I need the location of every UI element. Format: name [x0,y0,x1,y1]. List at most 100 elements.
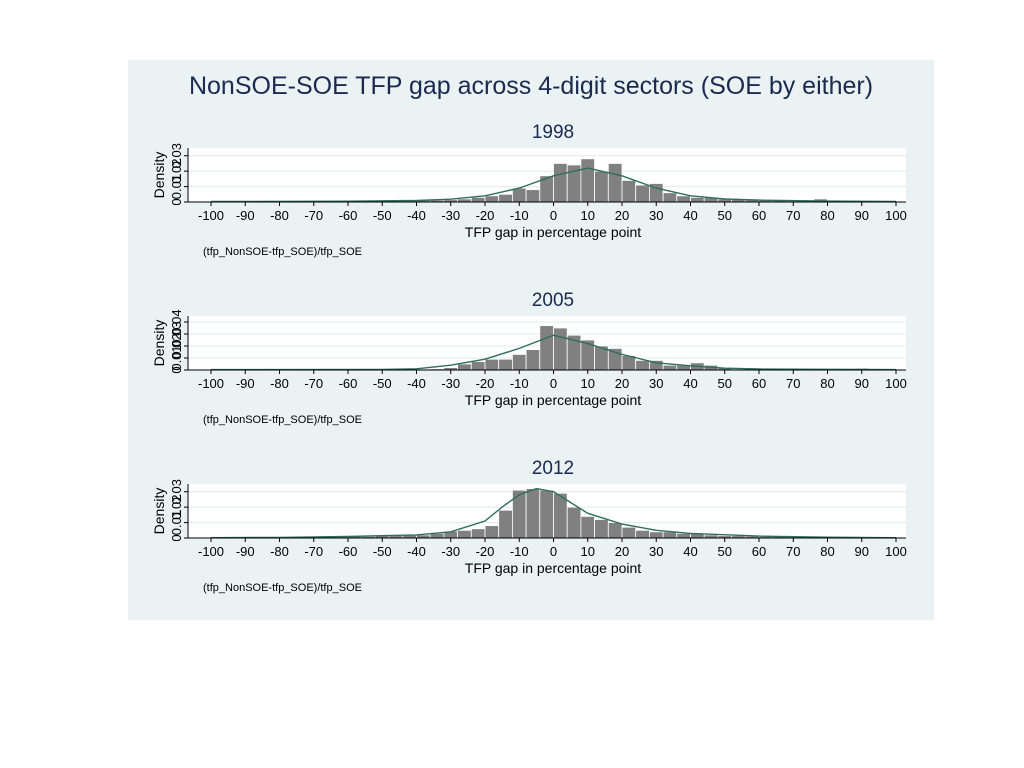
x-tick-label: 60 [752,208,766,223]
histogram-bar [470,528,486,539]
histogram-bar [594,170,609,203]
histogram-bar [607,163,623,203]
histogram-bar [580,158,595,203]
x-tick-label: -90 [236,544,255,559]
figure-title: NonSOE-SOE TFP gap across 4-digit sector… [188,72,874,100]
x-tick-label: -10 [510,544,529,559]
x-tick-label: 80 [820,208,834,223]
histogram-bar [511,489,527,539]
density-curve [210,334,897,371]
y-tick-label: 0.03 [169,321,184,346]
x-tick-label: 0 [550,544,557,559]
variable-note: (tfp_NonSOE-tfp_SOE)/tfp_SOE [203,246,362,258]
chart-figure: NonSOE-SOE TFP gap across 4-digit sector… [128,60,934,620]
x-tick-label: -100 [198,544,224,559]
histogram-bar [525,488,541,539]
histogram-bar [676,195,691,203]
histogram-bar [635,360,650,371]
histogram-bar [470,361,486,371]
x-tick-label: -80 [270,544,289,559]
x-tick-label: 100 [885,376,907,391]
x-tick-label: 70 [786,208,800,223]
x-tick-label: -80 [270,208,289,223]
y-tick-label: 0 [169,366,184,373]
x-tick-label: -20 [476,544,495,559]
x-tick-label: -30 [441,376,460,391]
panel-title: 2012 [532,458,574,479]
histogram-bar [594,519,609,539]
y-tick-label: 0.03 [169,143,184,168]
histogram-bar [580,516,595,539]
x-axis-label: TFP gap in percentage point [465,224,642,240]
density-curve [210,487,897,539]
x-tick-label: 100 [885,208,907,223]
histogram-bar [539,489,554,539]
panel-title: 2005 [532,290,574,311]
variable-note: (tfp_NonSOE-tfp_SOE)/tfp_SOE [203,582,362,594]
x-tick-label: 40 [683,208,697,223]
histogram-bar [484,525,500,539]
x-axis-label: TFP gap in percentage point [465,560,642,576]
x-tick-label: -10 [510,208,529,223]
x-tick-label: 10 [581,376,595,391]
x-tick-label: 0 [550,208,557,223]
x-tick-label: -50 [373,208,392,223]
x-tick-label: 50 [718,208,732,223]
histogram-bar [553,327,568,371]
y-tick-label: 0.02 [169,494,184,519]
histogram-bar [470,196,486,203]
y-tick-label: 0 [169,198,184,205]
variable-note: (tfp_NonSOE-tfp_SOE)/tfp_SOE [203,414,362,426]
x-tick-label: -40 [407,208,426,223]
y-axis-label: Density [151,152,167,199]
x-tick-label: -50 [373,376,392,391]
histogram-bar [511,354,527,371]
x-tick-label: 60 [752,376,766,391]
y-tick-label: 0.02 [169,158,184,183]
histogram-bar [484,358,500,371]
x-tick-label: 50 [718,544,732,559]
x-tick-label: -40 [407,544,426,559]
x-tick-label: 30 [649,376,663,391]
x-tick-label: -100 [198,208,224,223]
x-tick-label: 90 [855,544,869,559]
x-tick-label: 50 [718,376,732,391]
x-tick-label: 70 [786,376,800,391]
histogram-bar [498,193,513,203]
x-tick-label: -90 [236,376,255,391]
x-tick-label: 80 [820,376,834,391]
y-tick-label: 0.01 [169,174,184,199]
histogram-bar [621,526,637,539]
y-tick-label: 0.02 [169,333,184,358]
x-tick-label: -30 [441,208,460,223]
x-tick-label: -100 [198,376,224,391]
x-tick-label: -20 [476,208,495,223]
x-tick-label: -70 [304,544,323,559]
panel-title: 1998 [532,122,574,143]
histogram-bar [525,349,541,371]
x-tick-label: 100 [885,544,907,559]
histogram-bar [662,531,678,539]
x-tick-label: 30 [649,544,663,559]
y-axis-label: Density [151,320,167,367]
x-tick-label: 20 [615,208,629,223]
x-tick-label: -60 [339,544,358,559]
histogram-bar [635,184,650,203]
x-tick-label: 10 [581,544,595,559]
histogram-bar [649,531,664,539]
x-tick-label: 0 [550,376,557,391]
x-tick-label: -90 [236,208,255,223]
histogram-bar [553,163,568,203]
histogram-bar [566,506,582,539]
x-tick-label: -70 [304,376,323,391]
histogram-bar [676,532,691,539]
histogram-bar [635,529,650,539]
x-tick-label: -50 [373,544,392,559]
histogram-bar [511,187,527,203]
x-tick-label: 20 [615,376,629,391]
histogram-bar [662,364,678,371]
y-tick-label: 0.04 [169,309,184,334]
histogram-bar [553,492,568,539]
